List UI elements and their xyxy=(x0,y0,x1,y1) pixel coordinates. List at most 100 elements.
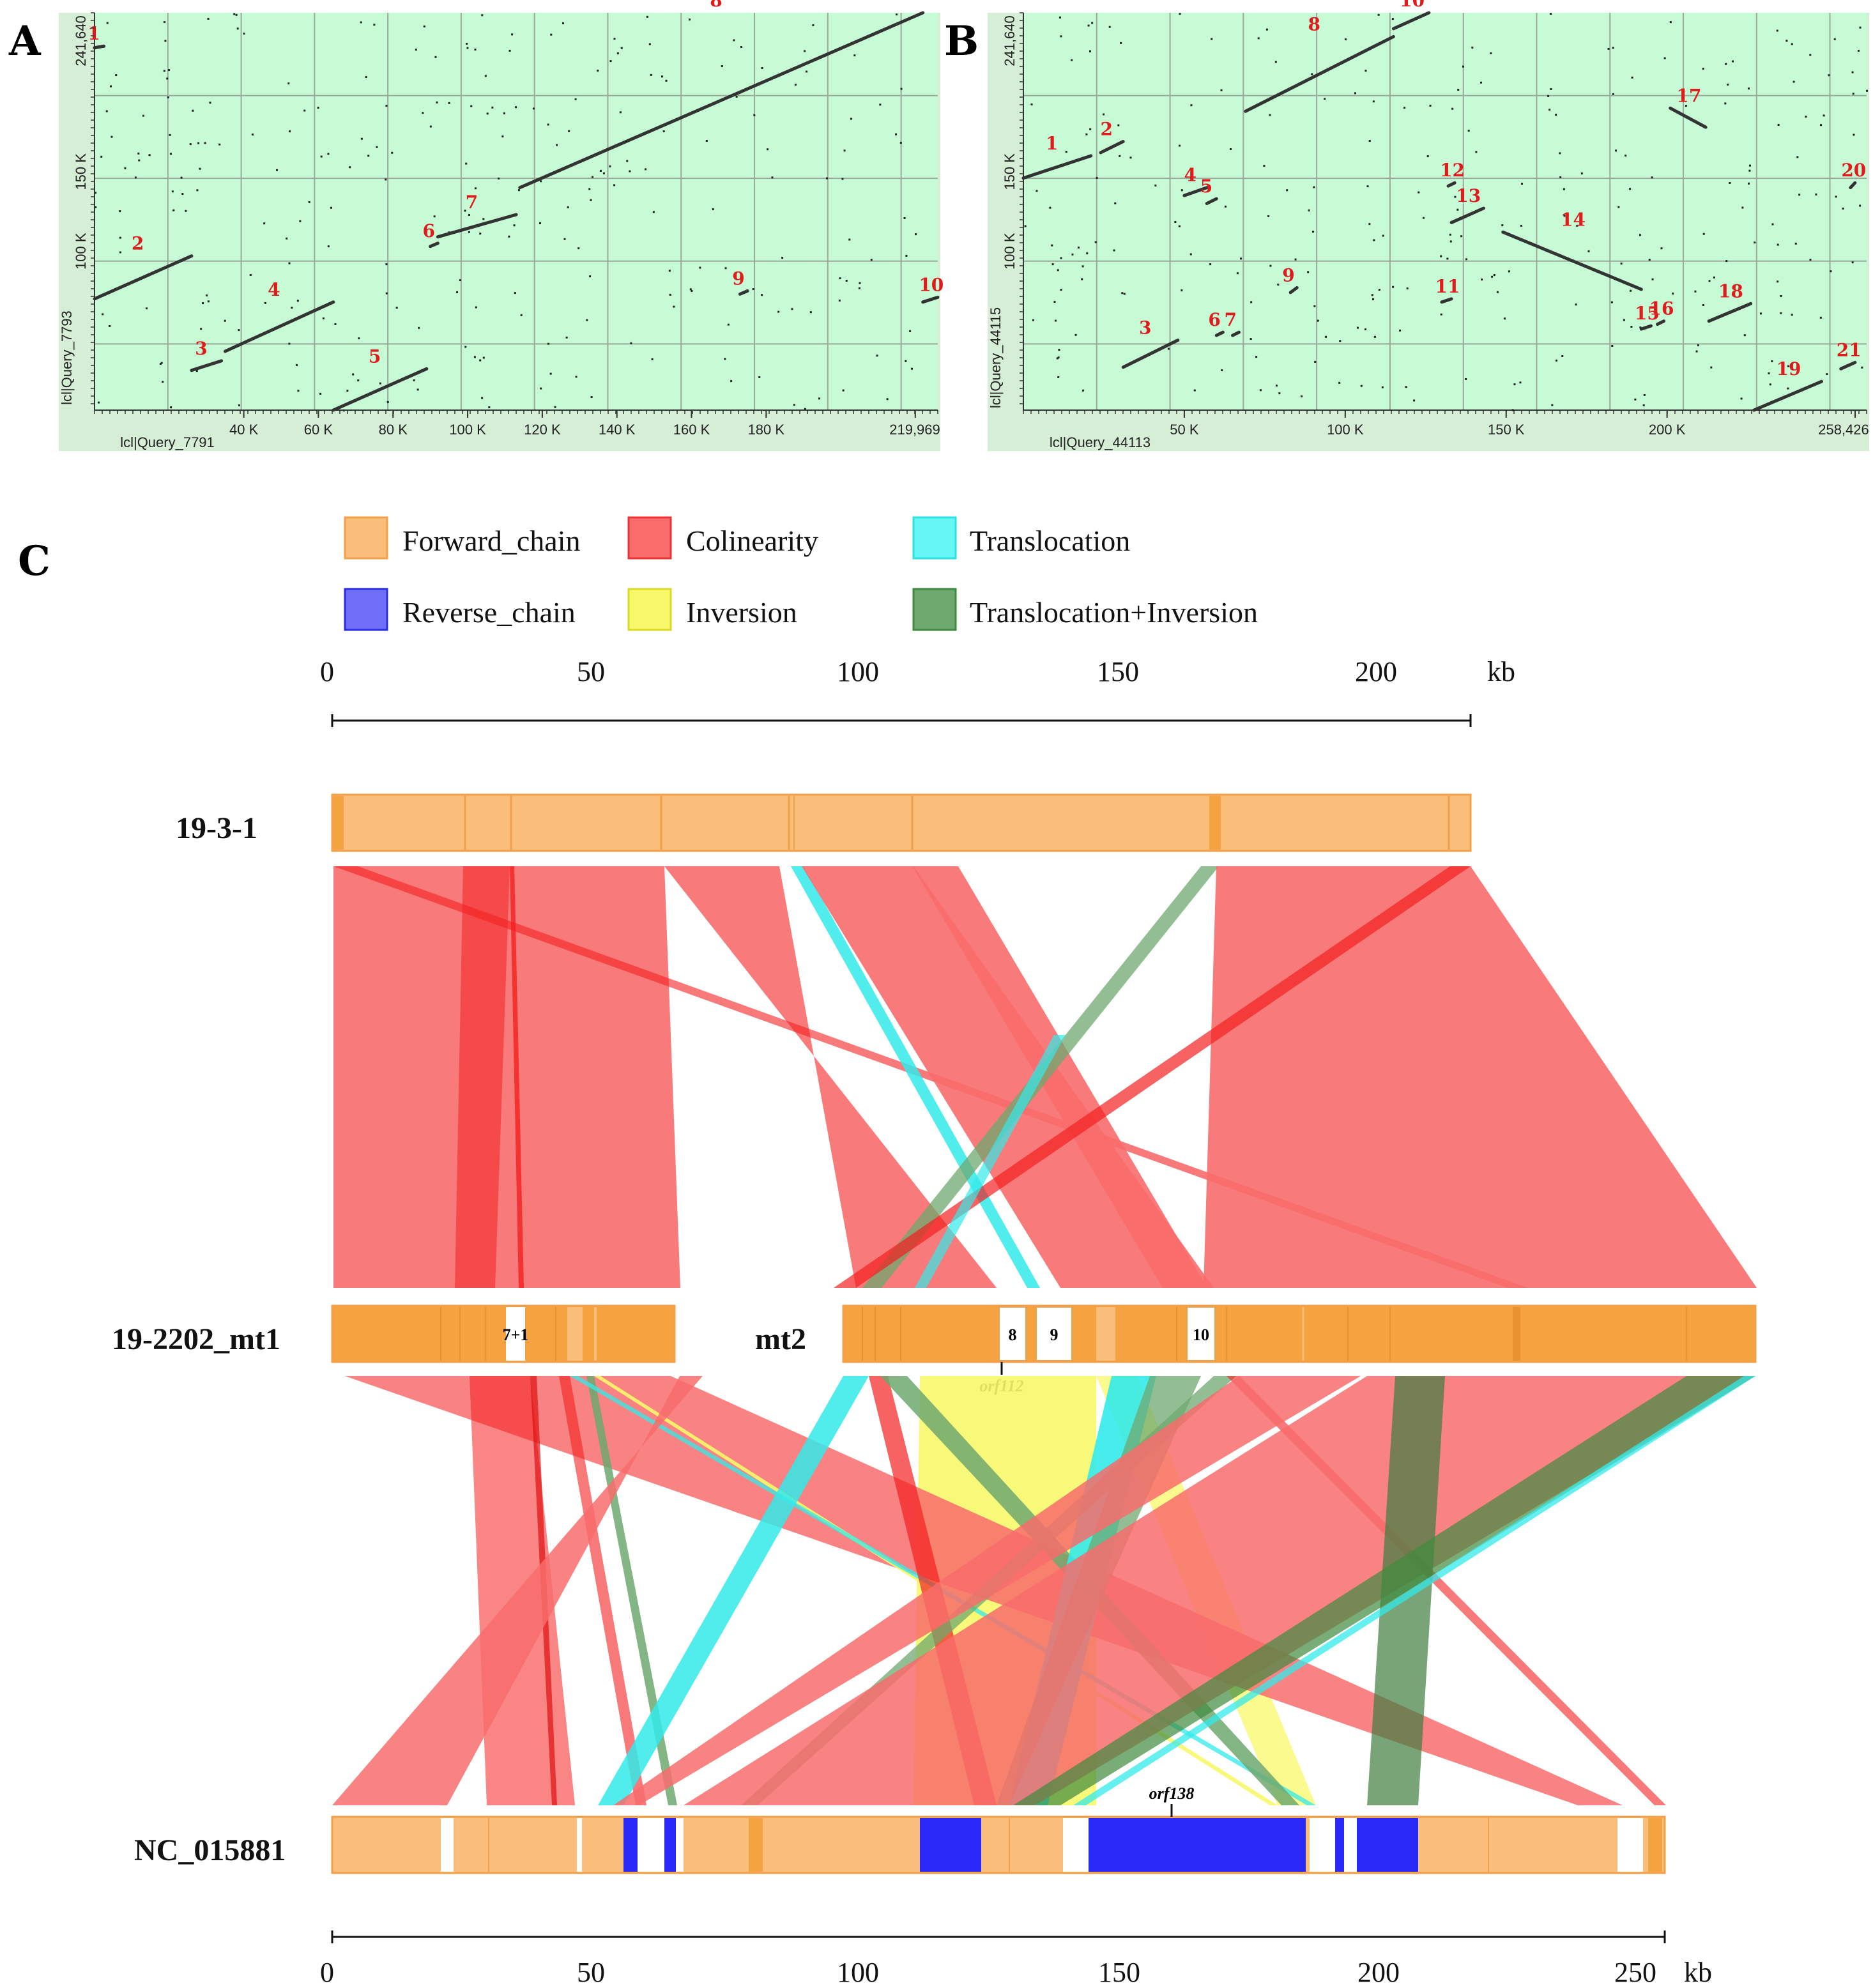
dotplot-b-plot-area xyxy=(1023,13,1867,410)
box-8 xyxy=(998,1306,1027,1361)
box-label-10: 10 xyxy=(1193,1326,1209,1344)
scatter-dot xyxy=(1754,241,1756,244)
scatter-dot xyxy=(588,188,591,190)
scatter-dot xyxy=(456,291,459,293)
scatter-dot xyxy=(119,236,121,239)
dotplot-a-y-label: lcl|Query_7793 xyxy=(59,310,75,405)
scatter-dot xyxy=(1741,206,1744,209)
scatter-dot xyxy=(629,170,631,172)
scatter-dot xyxy=(513,224,516,227)
scatter-dot xyxy=(385,178,387,181)
scatter-dot xyxy=(1030,103,1033,105)
dotplot-a-grid xyxy=(94,13,938,411)
scatter-dot xyxy=(1630,289,1632,292)
scatter-dot xyxy=(297,390,300,392)
scatter-dot xyxy=(1255,356,1258,358)
scatter-dot xyxy=(547,123,549,126)
scatter-dot xyxy=(568,130,570,132)
scatter-dot xyxy=(334,323,337,325)
scatter-dot xyxy=(263,222,266,225)
scatter-dot xyxy=(688,19,691,21)
scatter-dot xyxy=(206,294,208,296)
scatter-dot xyxy=(468,213,471,216)
legend-label-translocation-inversion: Translocation+Inversion xyxy=(970,596,1258,629)
scatter-dot xyxy=(207,300,210,303)
scatter-dot xyxy=(1471,47,1474,49)
scatter-dot xyxy=(1748,169,1751,172)
track-name-mt1: 19-2202_mt1 xyxy=(112,1322,280,1356)
legend: Forward_chain Colinearity Translocation … xyxy=(344,516,1258,631)
scatter-dot xyxy=(554,406,556,408)
scatter-dot xyxy=(1780,294,1782,297)
scatter-dot xyxy=(532,107,535,110)
scatter-dot xyxy=(586,319,588,321)
scatter-dot xyxy=(1467,130,1470,132)
scatter-dot xyxy=(567,206,569,209)
scatter-dot xyxy=(481,14,484,17)
scatter-dot xyxy=(1519,381,1522,384)
scatter-dot xyxy=(1324,98,1326,100)
scale-bottom-label: 50 xyxy=(577,1957,605,1988)
scatter-dot xyxy=(511,33,514,36)
scatter-dot xyxy=(358,337,360,340)
scatter-dot xyxy=(376,146,378,148)
scatter-dot xyxy=(876,355,878,357)
alignment-segment xyxy=(738,289,749,296)
scatter-dot xyxy=(1391,18,1394,20)
scatter-dot xyxy=(1643,394,1646,396)
segment-label: 19 xyxy=(1777,358,1801,379)
scatter-dot xyxy=(1178,225,1181,227)
scatter-dot xyxy=(691,289,693,292)
scatter-dot xyxy=(549,372,552,375)
scatter-dot xyxy=(1819,316,1822,319)
scatter-dot xyxy=(199,167,201,170)
scatter-dot xyxy=(1209,263,1212,266)
scatter-dot xyxy=(464,210,466,212)
scatter-dot xyxy=(170,406,172,409)
scatter-dot xyxy=(385,292,388,294)
scatter-dot xyxy=(1077,246,1080,249)
scatter-dot xyxy=(1725,260,1728,263)
scatter-dot xyxy=(651,358,654,360)
scatter-dot xyxy=(481,397,484,399)
scatter-dot xyxy=(848,238,851,241)
scatter-dot xyxy=(669,293,671,296)
scatter-dot xyxy=(1694,290,1697,293)
scatter-dot xyxy=(488,406,491,409)
scatter-dot xyxy=(850,118,853,120)
scatter-dot xyxy=(1373,335,1376,338)
track-19-2202: 19-2202_mt1 7+1 mt2 8 9 10 orf112 xyxy=(112,1304,1757,1395)
scatter-dot xyxy=(609,165,611,168)
dotplot-b-x-label: lcl|Query_44113 xyxy=(1050,434,1151,450)
scatter-dot xyxy=(1278,392,1281,395)
scatter-dot xyxy=(1777,123,1780,126)
scatter-dot xyxy=(599,169,602,172)
scatter-dot xyxy=(1426,155,1429,158)
link-colinear xyxy=(559,1376,646,1805)
scatter-dot xyxy=(859,282,861,284)
scatter-dot xyxy=(910,367,913,370)
scatter-dot xyxy=(201,302,204,305)
scatter-dot xyxy=(730,380,733,383)
scatter-dot xyxy=(1259,389,1262,392)
scatter-dot xyxy=(1121,292,1124,294)
scatter-dot xyxy=(1793,80,1795,83)
segment-label: 4 xyxy=(1184,165,1196,186)
scatter-dot xyxy=(482,356,485,359)
scatter-dot xyxy=(1236,272,1239,275)
scatter-dot xyxy=(842,389,845,392)
scatter-dot xyxy=(360,137,363,140)
scatter-dot xyxy=(724,358,726,360)
segment-label: 5 xyxy=(369,346,381,367)
legend-item-colinearity: Colinearity xyxy=(627,516,818,560)
scatter-dot xyxy=(733,39,735,42)
scatter-dot xyxy=(791,308,793,310)
scatter-dot xyxy=(1511,409,1514,411)
legend-swatch-translocation-inversion xyxy=(912,588,957,631)
dotplot-b-grid xyxy=(1023,13,1867,411)
chromosome-block xyxy=(567,1307,583,1361)
dotplot-a-scatter xyxy=(95,13,917,412)
alignment-segment xyxy=(429,241,440,249)
scatter-dot xyxy=(841,178,844,180)
